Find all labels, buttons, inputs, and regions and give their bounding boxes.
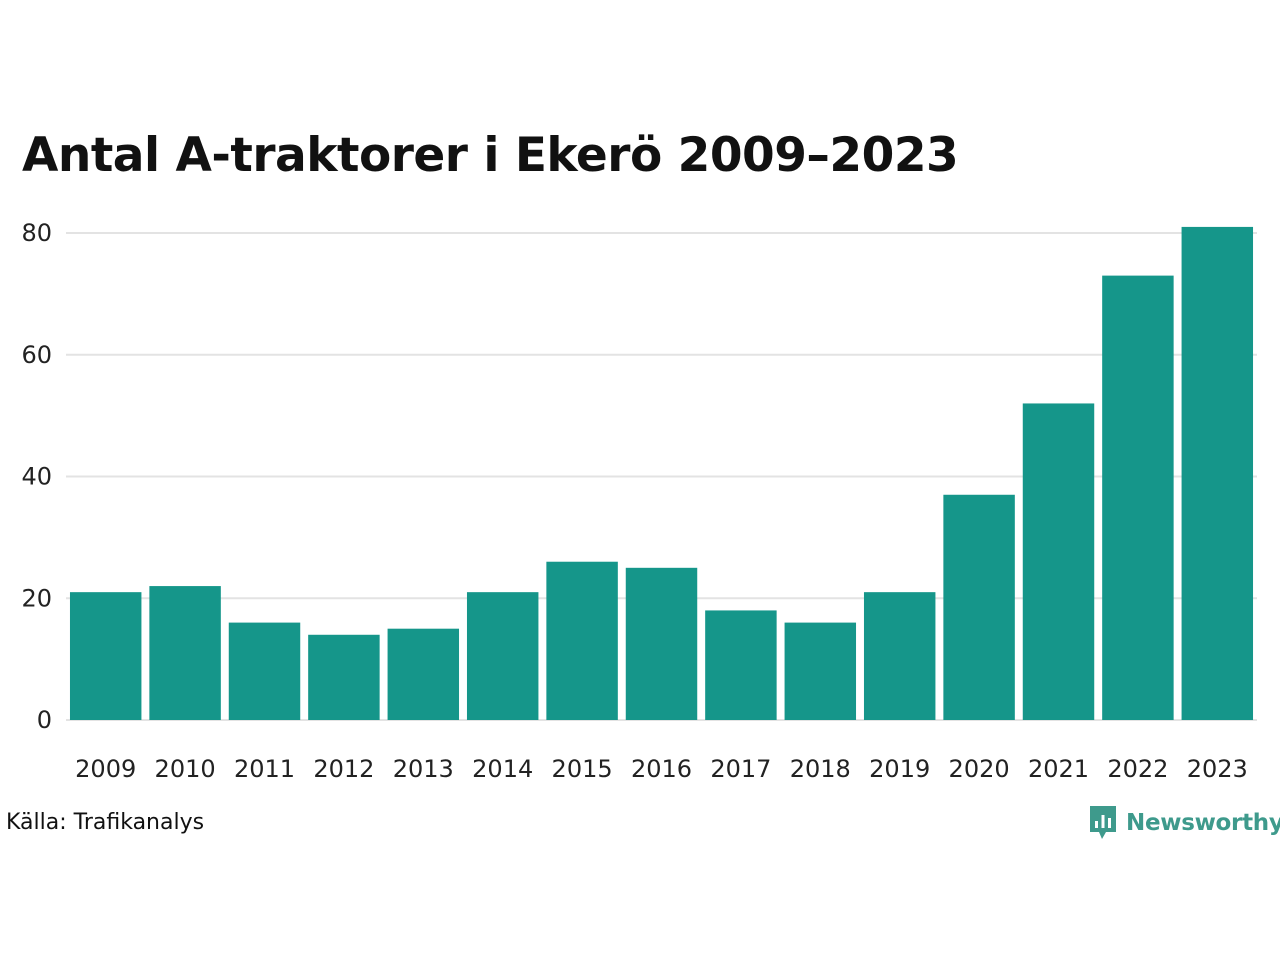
y-tick-label: 40 — [21, 463, 52, 491]
bar-2015 — [546, 561, 618, 720]
x-axis-ticks: 2009 2010 2011 2012 2013 2014 2015 2016 2017 2018… — [75, 755, 1248, 783]
bars — [69, 226, 1254, 720]
x-tick-label: 2022 — [1107, 755, 1168, 783]
x-tick-label: 2013 — [393, 755, 454, 783]
bar-2023 — [1181, 226, 1254, 720]
bar-2017 — [705, 610, 777, 720]
x-tick-label: 2018 — [790, 755, 851, 783]
y-tick-label: 0 — [37, 706, 52, 734]
bar-2022 — [1102, 275, 1174, 720]
bar-2009 — [69, 592, 142, 720]
x-tick-label: 2012 — [313, 755, 374, 783]
brand-name: Newsworthy — [1126, 810, 1280, 836]
bar-2019 — [863, 592, 936, 720]
x-tick-label: 2023 — [1187, 755, 1248, 783]
x-tick-label: 2019 — [869, 755, 930, 783]
bar-2011 — [228, 622, 301, 720]
bar-2013 — [387, 628, 460, 720]
x-tick-label: 2016 — [631, 755, 692, 783]
x-tick-label: 2014 — [472, 755, 533, 783]
y-tick-label: 80 — [21, 219, 52, 247]
y-axis-ticks: 0 20 40 60 80 — [21, 219, 52, 734]
x-tick-label: 2021 — [1028, 755, 1089, 783]
bar-2020 — [943, 494, 1015, 720]
y-tick-label: 60 — [21, 341, 52, 369]
bar-2018 — [784, 622, 857, 720]
bar-2016 — [625, 567, 698, 720]
bar-2014 — [466, 592, 539, 720]
x-tick-label: 2017 — [710, 755, 771, 783]
y-tick-label: 20 — [21, 584, 52, 612]
x-tick-label: 2015 — [552, 755, 613, 783]
x-tick-label: 2009 — [75, 755, 136, 783]
bar-2021 — [1022, 403, 1095, 720]
x-tick-label: 2011 — [234, 755, 295, 783]
source-note: Källa: Trafikanalys — [6, 810, 205, 835]
brand-logo: Newsworthy — [1088, 804, 1280, 842]
newsworthy-logo-icon — [1090, 806, 1116, 839]
bar-2012 — [308, 634, 380, 720]
bar-2010 — [149, 586, 221, 720]
chart-title: Antal A-traktorer i Ekerö 2009–2023 — [22, 128, 959, 183]
x-tick-label: 2010 — [155, 755, 216, 783]
x-tick-label: 2020 — [949, 755, 1010, 783]
